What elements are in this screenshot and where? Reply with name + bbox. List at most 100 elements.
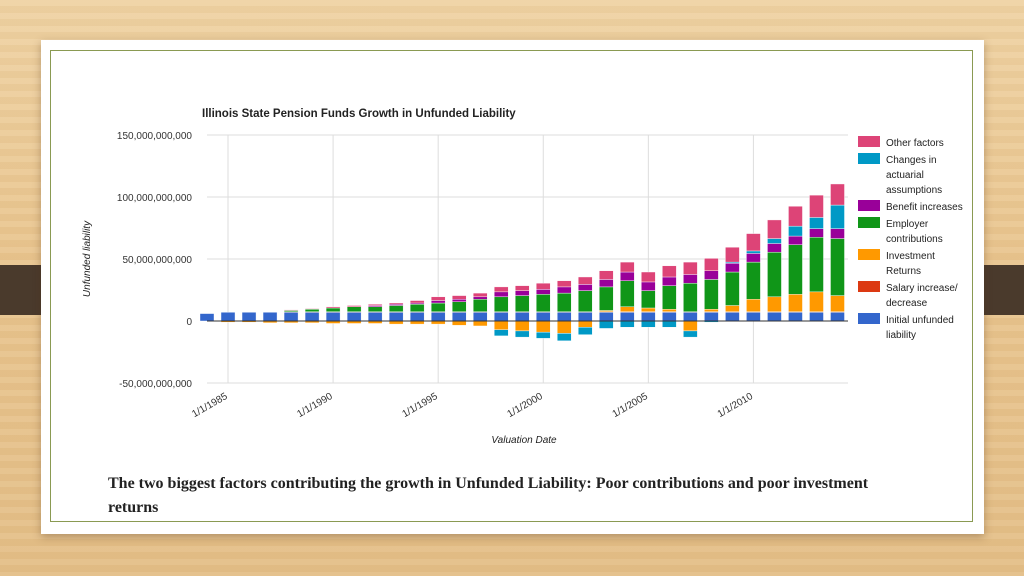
legend-swatch	[858, 281, 880, 292]
bar-segment	[494, 291, 509, 298]
bar-segment	[746, 312, 761, 322]
legend-label: Benefit increases	[886, 202, 963, 213]
legend-swatch	[858, 200, 880, 211]
y-tick-label: 100,000,000,000	[117, 193, 193, 204]
bar-segment	[767, 238, 782, 244]
bar-segment	[788, 206, 803, 227]
bar-segment	[641, 320, 656, 328]
bar-segment	[409, 304, 425, 312]
bar-segment	[241, 312, 257, 322]
slide-border	[50, 50, 973, 522]
bar-segment	[809, 237, 824, 293]
bar-segment	[409, 300, 425, 304]
bar-segment	[430, 312, 446, 322]
bar-segment	[473, 312, 488, 322]
bar-segment	[536, 312, 551, 322]
bar-segment	[830, 312, 845, 322]
bar-segment	[367, 306, 383, 312]
bar-segment	[283, 312, 299, 322]
bar-segment	[662, 276, 677, 286]
bar-segment	[515, 295, 530, 312]
bar-segment	[725, 247, 740, 263]
bar-segment	[683, 261, 698, 275]
bar-segment	[788, 235, 803, 245]
bar-segment	[830, 228, 845, 239]
bar-segment	[325, 306, 341, 309]
bar-segment	[809, 228, 824, 238]
bar-segment	[325, 312, 341, 322]
legend-label: Initial unfunded liability	[886, 315, 954, 341]
bar-segment	[725, 271, 740, 306]
bar-segment	[809, 217, 824, 229]
bar-segment	[220, 312, 236, 322]
bar-segment	[367, 312, 383, 322]
bar-segment	[494, 329, 509, 337]
bar-segment	[830, 183, 845, 206]
bar-segment	[704, 270, 719, 280]
y-axis-label: Unfunded liability	[82, 220, 93, 297]
legend-swatch	[858, 249, 880, 260]
bar-segment	[662, 320, 677, 328]
bar-segment	[767, 251, 782, 298]
bar-segment	[283, 309, 299, 311]
bar-segment	[746, 261, 761, 300]
chart-title: Illinois State Pension Funds Growth in U…	[202, 108, 516, 120]
bar-segment	[304, 308, 320, 310]
bar-segment	[683, 274, 698, 284]
bar-segment	[683, 330, 698, 338]
bar-segment	[451, 295, 467, 300]
bar-segment	[683, 312, 698, 322]
right-decorative-tab	[979, 265, 1024, 315]
bar-segment	[767, 219, 782, 239]
bar-segment	[746, 233, 761, 252]
bar-segment	[494, 320, 509, 330]
bar-segment	[430, 296, 446, 301]
chart-legend: Other factors Changes in actuarial assumpti…	[858, 136, 963, 341]
bar-segment	[578, 290, 593, 312]
bar-segment	[809, 194, 824, 218]
y-tick-label: -50,000,000,000	[119, 379, 192, 390]
bar-segment	[620, 312, 635, 322]
legend-swatch	[858, 153, 880, 164]
bar-segment	[578, 320, 593, 328]
bar-segment	[725, 305, 740, 312]
bar-segment	[683, 282, 698, 312]
bar-segment	[451, 299, 467, 302]
bar-segment	[199, 313, 215, 322]
bar-segment	[641, 271, 656, 283]
bar-segment	[788, 312, 803, 322]
bar-segment	[830, 295, 845, 312]
y-tick-labels: 150,000,000,000 100,000,000,000 50,000,000…	[117, 131, 193, 390]
bar-segment	[388, 305, 404, 312]
bar-segment	[388, 312, 404, 322]
legend-label: Salary increase/decrease	[886, 283, 958, 309]
bar-segment	[704, 309, 719, 312]
bar-segment	[578, 312, 593, 322]
bar-segment	[536, 320, 551, 333]
legend-label: Investment Returns	[886, 251, 935, 277]
bar-segment	[830, 238, 845, 296]
bar-segment	[641, 307, 656, 312]
bar-segment	[346, 312, 362, 322]
bar-segment	[809, 291, 824, 312]
bar-segment	[746, 253, 761, 263]
bar-segment	[662, 309, 677, 312]
bar-segment	[641, 281, 656, 291]
bar-segment	[262, 312, 278, 322]
legend-swatch	[858, 136, 880, 147]
bar-segment	[451, 312, 467, 322]
bar-segment	[599, 320, 614, 329]
legend-label: Other factors	[886, 138, 944, 149]
bar-segment	[473, 296, 488, 300]
bar-segment	[346, 305, 362, 307]
bar-segment	[704, 312, 719, 322]
bar-segment	[409, 312, 425, 322]
bar-segment	[473, 320, 488, 327]
bar-segment	[830, 204, 845, 229]
bar-segment	[599, 270, 614, 280]
bar-segment	[557, 320, 572, 334]
bar-segment	[641, 312, 656, 322]
pension-chart: 150,000,000,000 100,000,000,000 50,000,000…	[72, 72, 972, 450]
bar-segment	[557, 280, 572, 288]
bar-segment	[515, 330, 530, 338]
